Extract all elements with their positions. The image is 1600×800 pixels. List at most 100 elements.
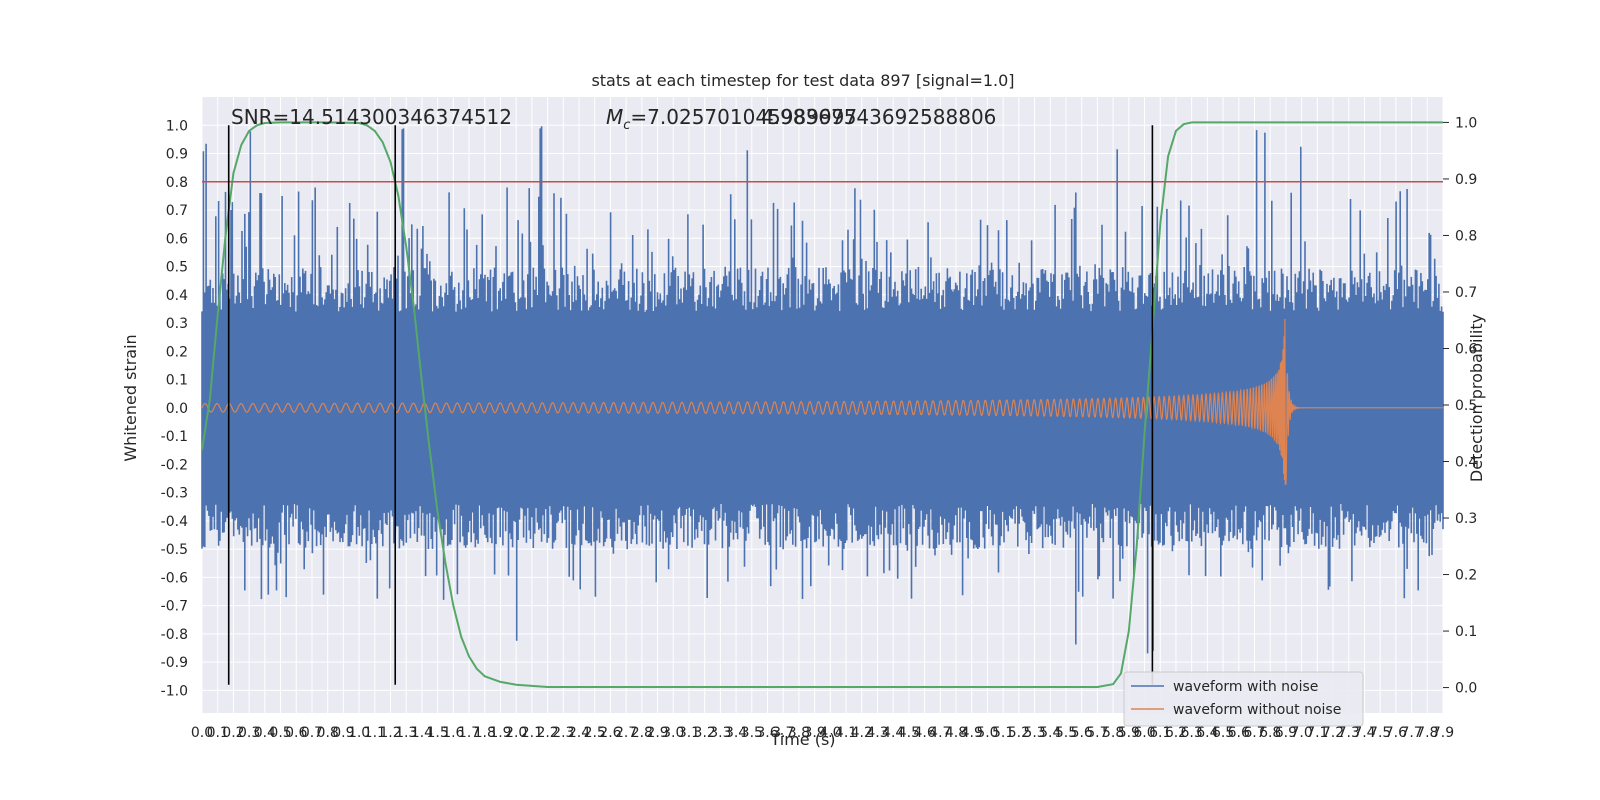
y-right-tick-label: 0.6 (1455, 341, 1477, 357)
legend-box (1123, 671, 1364, 727)
x-tick-label: 2.7 (615, 725, 637, 741)
x-tick-label: 7.3 (1338, 725, 1360, 741)
chirp-mass-symbol: M (606, 105, 623, 129)
y-left-tick-label: 0.7 (166, 203, 188, 219)
x-tick-label: 2.9 (646, 725, 668, 741)
x-tick-label: 6.2 (1165, 725, 1187, 741)
x-tick-label: 0.7 (301, 725, 323, 741)
x-tick-label: 6.7 (1243, 725, 1265, 741)
y-left-tick-label: -1.0 (161, 683, 188, 699)
x-tick-label: 3.6 (756, 725, 778, 741)
x-tick-label: 0.6 (285, 725, 307, 741)
x-axis-label: Time (s) (769, 730, 835, 749)
series-waveform-without-noise (201, 319, 1443, 485)
x-tick-label: 7.2 (1322, 725, 1344, 741)
x-tick-label: 4.6 (913, 725, 935, 741)
series-detection-probability (201, 121, 1443, 688)
chart-title: stats at each timestep for test data 897… (591, 71, 1014, 90)
x-tick-label: 0.0 (191, 725, 213, 741)
x-tick-label: 7.0 (1290, 725, 1312, 741)
x-tick-label: 0.4 (254, 725, 276, 741)
y-left-tick-label: 1.0 (166, 118, 188, 134)
detection-probability-path (201, 121, 1443, 688)
x-tick-label: 5.8 (1102, 725, 1124, 741)
y-left-tick-label: -0.9 (161, 655, 188, 671)
chirp-mass-subscript: c (623, 118, 630, 133)
y-left-tick-label: 0.2 (166, 344, 188, 360)
y-left-tick-label: 0.9 (166, 147, 188, 163)
x-tick-label: 0.3 (238, 725, 260, 741)
x-tick-label: 3.1 (678, 725, 700, 741)
chirp-mass-annotation: Mc=7.025701045989997 (606, 105, 857, 133)
y-right-tick-label: 0.8 (1455, 228, 1477, 244)
x-tick-label: 4.5 (898, 725, 920, 741)
x-tick-label: 0.2 (222, 725, 244, 741)
x-tick-label: 3.2 (694, 725, 716, 741)
x-tick-label: 3.5 (741, 725, 763, 741)
x-tick-label: 7.8 (1416, 725, 1438, 741)
y-axis-right-ticks: 1.0 0.9 0.8 0.7 0.6 0.5 0.4 0.3 0.2 0.1 0.0 (1443, 115, 1477, 697)
x-tick-label: 1.5 (427, 725, 449, 741)
chirp-mass-value: =7.025701045989997 (630, 105, 857, 129)
x-tick-label: 5.0 (976, 725, 998, 741)
y-left-tick-label: -0.8 (161, 627, 188, 643)
y-right-tick-label: 0.0 (1455, 681, 1477, 697)
x-tick-label: 6.4 (1196, 725, 1218, 741)
x-tick-label: 1.0 (348, 725, 370, 741)
x-tick-label: 2.0 (505, 725, 527, 741)
x-tick-label: 3.9 (804, 725, 826, 741)
legend-label-noisy: waveform with noise (1173, 679, 1318, 695)
x-tick-label: 5.3 (1023, 725, 1045, 741)
x-tick-label: 4.8 (945, 725, 967, 741)
x-tick-label: 3.4 (725, 725, 747, 741)
x-tick-label: 0.1 (207, 725, 229, 741)
y-left-tick-label: -0.6 (161, 570, 188, 586)
y-left-tick-label: 0.8 (166, 175, 188, 191)
x-tick-label: 0.9 (332, 725, 354, 741)
y-left-tick-label: -0.2 (161, 457, 188, 473)
x-tick-label: 7.6 (1385, 725, 1407, 741)
x-tick-label: 2.5 (584, 725, 606, 741)
y-left-tick-label: 0.5 (166, 260, 188, 276)
overlay-lines (202, 125, 1443, 685)
x-tick-label: 7.9 (1432, 725, 1454, 741)
x-tick-label: 5.2 (1008, 725, 1030, 741)
x-tick-label: 6.0 (1133, 725, 1155, 741)
x-tick-label: 6.3 (1181, 725, 1203, 741)
y-left-tick-label: -0.7 (161, 599, 188, 615)
x-tick-label: 3.0 (662, 725, 684, 741)
x-tick-label: 1.7 (458, 725, 480, 741)
x-tick-label: 0.5 (269, 725, 291, 741)
x-tick-label: 7.7 (1400, 725, 1422, 741)
x-tick-label: 7.4 (1353, 725, 1375, 741)
x-tick-label: 1.9 (489, 725, 511, 741)
x-tick-label: 5.7 (1086, 725, 1108, 741)
x-tick-label: 7.5 (1369, 725, 1391, 741)
y-right-tick-label: 1.0 (1455, 115, 1477, 131)
x-tick-label: 6.6 (1228, 725, 1250, 741)
x-tick-label: 4.0 (819, 725, 841, 741)
x-tick-label: 5.9 (1118, 725, 1140, 741)
x-tick-label: 0.8 (317, 725, 339, 741)
legend-label-clean: waveform without noise (1173, 702, 1341, 718)
x-tick-label: 4.9 (961, 725, 983, 741)
x-axis-ticks: 0.00.10.20.30.40.50.60.70.80.91.01.11.21… (191, 725, 1454, 741)
x-tick-label: 2.4 (568, 725, 590, 741)
x-tick-label: 2.8 (631, 725, 653, 741)
x-tick-label: 4.7 (929, 725, 951, 741)
x-tick-label: 2.1 (521, 725, 543, 741)
y-right-tick-label: 0.3 (1455, 511, 1477, 527)
y-right-tick-label: 0.2 (1455, 568, 1477, 584)
x-tick-label: 3.3 (709, 725, 731, 741)
legend: waveform with noise waveform without noi… (1123, 671, 1364, 727)
x-tick-label: 1.8 (474, 725, 496, 741)
y-left-tick-label: 0.6 (166, 231, 188, 247)
x-tick-label: 5.6 (1071, 725, 1093, 741)
x-tick-label: 4.2 (851, 725, 873, 741)
x-tick-label: 1.3 (395, 725, 417, 741)
x-tick-label: 5.5 (1055, 725, 1077, 741)
y-right-tick-label: 0.5 (1455, 398, 1477, 414)
x-tick-label: 6.9 (1275, 725, 1297, 741)
y-left-tick-label: 0.3 (166, 316, 188, 332)
